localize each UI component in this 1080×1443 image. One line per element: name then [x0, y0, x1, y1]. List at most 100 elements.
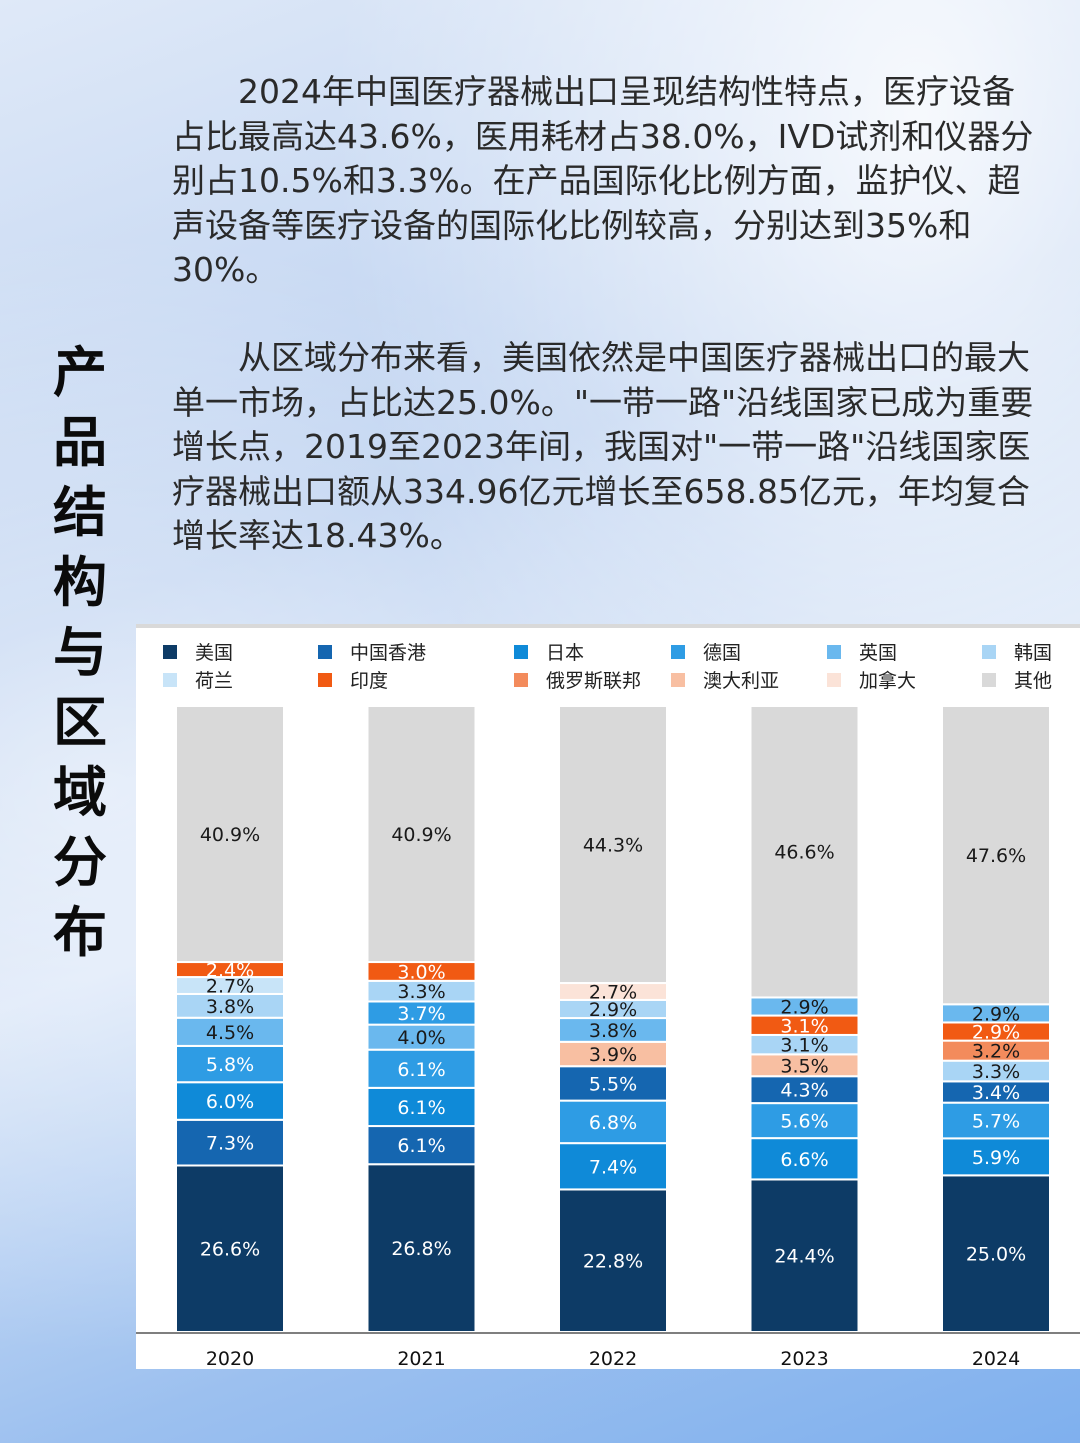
- data-label: 46.6%: [774, 842, 834, 864]
- legend-label: 韩国: [1014, 642, 1052, 664]
- data-label: 3.8%: [589, 1020, 637, 1042]
- bar-segment: [558, 705, 668, 985]
- data-label: 3.0%: [397, 961, 445, 983]
- bar-segment: [941, 1101, 1051, 1140]
- x-axis-tick-labels: 2020 2021 2022 2023 2024: [206, 1348, 1020, 1369]
- data-label: 2.7%: [589, 981, 637, 1003]
- data-label: 4.3%: [780, 1080, 828, 1102]
- data-label: 4.0%: [397, 1027, 445, 1049]
- data-label: 7.4%: [589, 1156, 637, 1178]
- data-label: 5.5%: [589, 1073, 637, 1095]
- data-label: 7.3%: [206, 1133, 254, 1155]
- legend-swatch: [163, 645, 177, 659]
- x-tick-label: 2021: [397, 1348, 445, 1369]
- legend-label: 英国: [859, 642, 897, 664]
- data-label: 3.1%: [780, 1035, 828, 1057]
- bar-segment: [941, 1137, 1051, 1177]
- legend-label: 澳大利亚: [703, 670, 779, 692]
- legend-label: 日本: [546, 642, 584, 664]
- bar-segment: [366, 705, 477, 964]
- bar-segment: [366, 1086, 477, 1128]
- x-tick-label: 2020: [206, 1348, 254, 1369]
- data-label: 5.6%: [780, 1111, 828, 1133]
- legend-swatch: [827, 645, 841, 659]
- bar-segment: [175, 1118, 285, 1167]
- legend-swatch: [671, 645, 685, 659]
- data-label: 6.1%: [397, 1135, 445, 1157]
- chart-bars: 26.6%7.3%6.0%5.8%4.5%3.8%2.7%2.4%40.9%26…: [175, 705, 1051, 1334]
- legend-label: 美国: [195, 642, 233, 664]
- data-label: 3.9%: [589, 1044, 637, 1066]
- data-label: 5.9%: [972, 1147, 1020, 1169]
- bar-segment: [366, 1125, 477, 1166]
- data-label: 5.8%: [206, 1054, 254, 1076]
- chart-top-border: [136, 624, 1080, 628]
- legend-swatch: [827, 673, 841, 687]
- legend-swatch: [514, 645, 528, 659]
- bar-segment: [558, 1142, 668, 1191]
- paragraph-region-distribution: 从区域分布来看，美国依然是中国医疗器械出口的最大单一市场，占比达25.0%。"一…: [172, 338, 1034, 555]
- data-label: 4.5%: [206, 1022, 254, 1044]
- legend-label: 荷兰: [195, 670, 233, 692]
- bar-segment: [175, 1044, 285, 1084]
- data-label: 5.7%: [972, 1111, 1020, 1133]
- legend-swatch: [163, 673, 177, 687]
- data-label: 6.6%: [780, 1149, 828, 1171]
- legend-label: 中国香港: [350, 642, 426, 664]
- bar-segment: [175, 1164, 285, 1334]
- data-label: 3.5%: [780, 1055, 828, 1077]
- data-label: 26.8%: [391, 1238, 451, 1260]
- legend-swatch: [514, 673, 528, 687]
- bar-segment: [941, 705, 1051, 1006]
- legend-label: 其他: [1014, 670, 1052, 692]
- bar-segment: [558, 1188, 668, 1334]
- data-label: 6.0%: [206, 1091, 254, 1113]
- bar-segment: [366, 1048, 477, 1089]
- data-label: 2.9%: [589, 999, 637, 1021]
- bar-segment: [558, 1065, 668, 1102]
- data-label: 3.4%: [972, 1082, 1020, 1104]
- legend-swatch: [982, 673, 996, 687]
- x-tick-label: 2022: [589, 1348, 637, 1369]
- bar-segment: [749, 1178, 860, 1333]
- data-label: 24.4%: [774, 1246, 834, 1268]
- x-tick-label: 2023: [780, 1348, 828, 1369]
- data-label: 2.9%: [972, 1022, 1020, 1044]
- data-label: 22.8%: [583, 1251, 643, 1273]
- data-label: 2.9%: [780, 996, 828, 1018]
- data-label: 47.6%: [966, 845, 1026, 867]
- data-label: 40.9%: [391, 824, 451, 846]
- bar-segment: [366, 1163, 477, 1333]
- data-label: 3.3%: [972, 1061, 1020, 1083]
- legend-label: 俄罗斯联邦: [546, 670, 641, 692]
- bar-segment: [175, 705, 285, 964]
- data-label: 2.4%: [206, 960, 254, 982]
- paragraph-product-structure: 2024年中国医疗器械出口呈现结构性特点，医疗设备占比最高达43.6%，医用耗材…: [172, 72, 1034, 289]
- data-label: 6.8%: [589, 1112, 637, 1134]
- stacked-bar-chart: 美国 中国香港 日本 德国 英国 韩国 荷兰 印度 俄罗斯联邦 澳大利亚 加拿大 其他 26.6% 7.…: [136, 624, 1080, 1369]
- data-label: 44.3%: [583, 835, 643, 857]
- legend-swatch: [671, 673, 685, 687]
- bar-segment: [749, 705, 860, 999]
- bar-segment: [749, 1137, 860, 1181]
- data-label: 40.9%: [200, 824, 260, 846]
- data-label: 2.9%: [972, 1003, 1020, 1025]
- legend-label: 加拿大: [859, 669, 916, 692]
- x-tick-label: 2024: [972, 1348, 1020, 1369]
- data-label: 25.0%: [966, 1244, 1026, 1266]
- data-label: 3.3%: [397, 981, 445, 1003]
- page-title: 产品结构与区域分布: [53, 341, 107, 964]
- data-label: 2.7%: [206, 976, 254, 998]
- legend-label: 德国: [703, 642, 741, 664]
- legend-swatch: [982, 645, 996, 659]
- data-label: 3.1%: [780, 1015, 828, 1037]
- legend-label: 印度: [350, 670, 388, 692]
- data-label: 3.7%: [397, 1003, 445, 1025]
- bar-segment: [558, 1099, 668, 1145]
- data-label: 3.2%: [972, 1041, 1020, 1063]
- data-label: 6.1%: [397, 1059, 445, 1081]
- data-label: 3.8%: [206, 996, 254, 1018]
- bar-segment: [558, 1040, 668, 1068]
- legend-swatch: [318, 645, 332, 659]
